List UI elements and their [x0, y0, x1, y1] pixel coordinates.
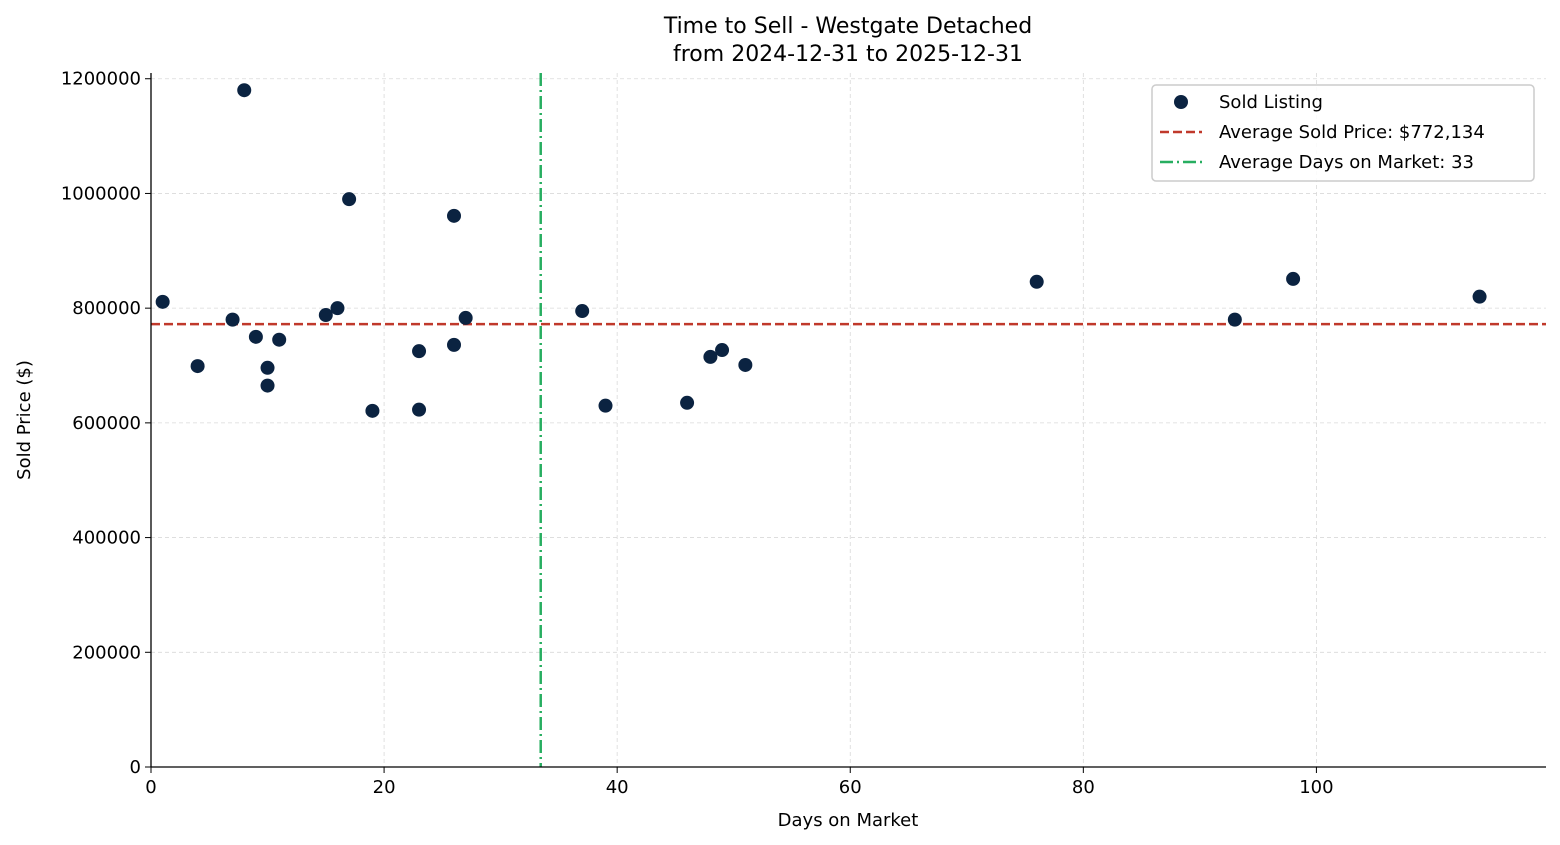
x-tick-label: 80	[1072, 777, 1095, 798]
data-point	[155, 294, 170, 309]
data-point	[237, 83, 252, 98]
data-point	[447, 337, 462, 352]
y-tick-label: 400000	[72, 528, 141, 549]
legend-box	[1151, 84, 1535, 182]
legend-label-avg-days: Average Days on Market: 33	[1219, 152, 1474, 173]
legend-label-avg-price: Average Sold Price: $772,134	[1219, 122, 1485, 143]
data-point	[598, 398, 613, 413]
data-point	[260, 378, 275, 393]
data-point	[1472, 289, 1487, 304]
chart-subtitle: from 2024-12-31 to 2025-12-31	[673, 42, 1023, 67]
y-tick-label: 600000	[72, 413, 141, 434]
x-tick-label: 60	[839, 777, 862, 798]
data-point	[260, 360, 275, 375]
data-point	[342, 192, 357, 207]
data-point	[365, 403, 380, 418]
data-point	[680, 395, 695, 410]
data-point	[1029, 274, 1044, 289]
legend: Sold Listing Average Sold Price: $772,13…	[1151, 84, 1535, 182]
data-point	[1227, 312, 1242, 327]
legend-label-sold-listing: Sold Listing	[1219, 92, 1323, 113]
x-tick-label: 100	[1299, 777, 1333, 798]
x-tick-label: 40	[606, 777, 629, 798]
y-tick-label: 1000000	[61, 183, 141, 204]
data-point	[190, 359, 205, 374]
data-point	[412, 402, 427, 417]
data-point	[575, 304, 590, 319]
chart-title: Time to Sell - Westgate Detached	[663, 14, 1032, 39]
data-point	[1286, 271, 1301, 286]
data-point	[225, 312, 240, 327]
data-point	[248, 329, 263, 344]
reference-lines	[151, 73, 1546, 767]
y-axis-label: Sold Price ($)	[14, 360, 35, 480]
data-point	[715, 343, 730, 358]
data-points	[155, 83, 1487, 418]
legend-marker-sold-listing	[1174, 95, 1188, 109]
axes: 0 20 40 60 80 100 0 200000 400000 600000 800000 100…	[61, 69, 1546, 798]
data-point	[703, 349, 718, 364]
data-point	[738, 357, 753, 372]
data-point	[447, 208, 462, 223]
data-point	[272, 332, 287, 347]
y-tick-label: 1200000	[61, 69, 141, 90]
data-point	[412, 344, 427, 359]
y-tick-label: 200000	[72, 642, 141, 663]
y-tick-label: 800000	[72, 298, 141, 319]
x-axis-label: Days on Market	[778, 810, 919, 831]
y-tick-label: 0	[130, 757, 141, 778]
x-tick-label: 0	[145, 777, 156, 798]
data-point	[318, 308, 333, 323]
data-point	[458, 310, 473, 325]
x-tick-label: 20	[373, 777, 396, 798]
data-point	[330, 301, 345, 316]
